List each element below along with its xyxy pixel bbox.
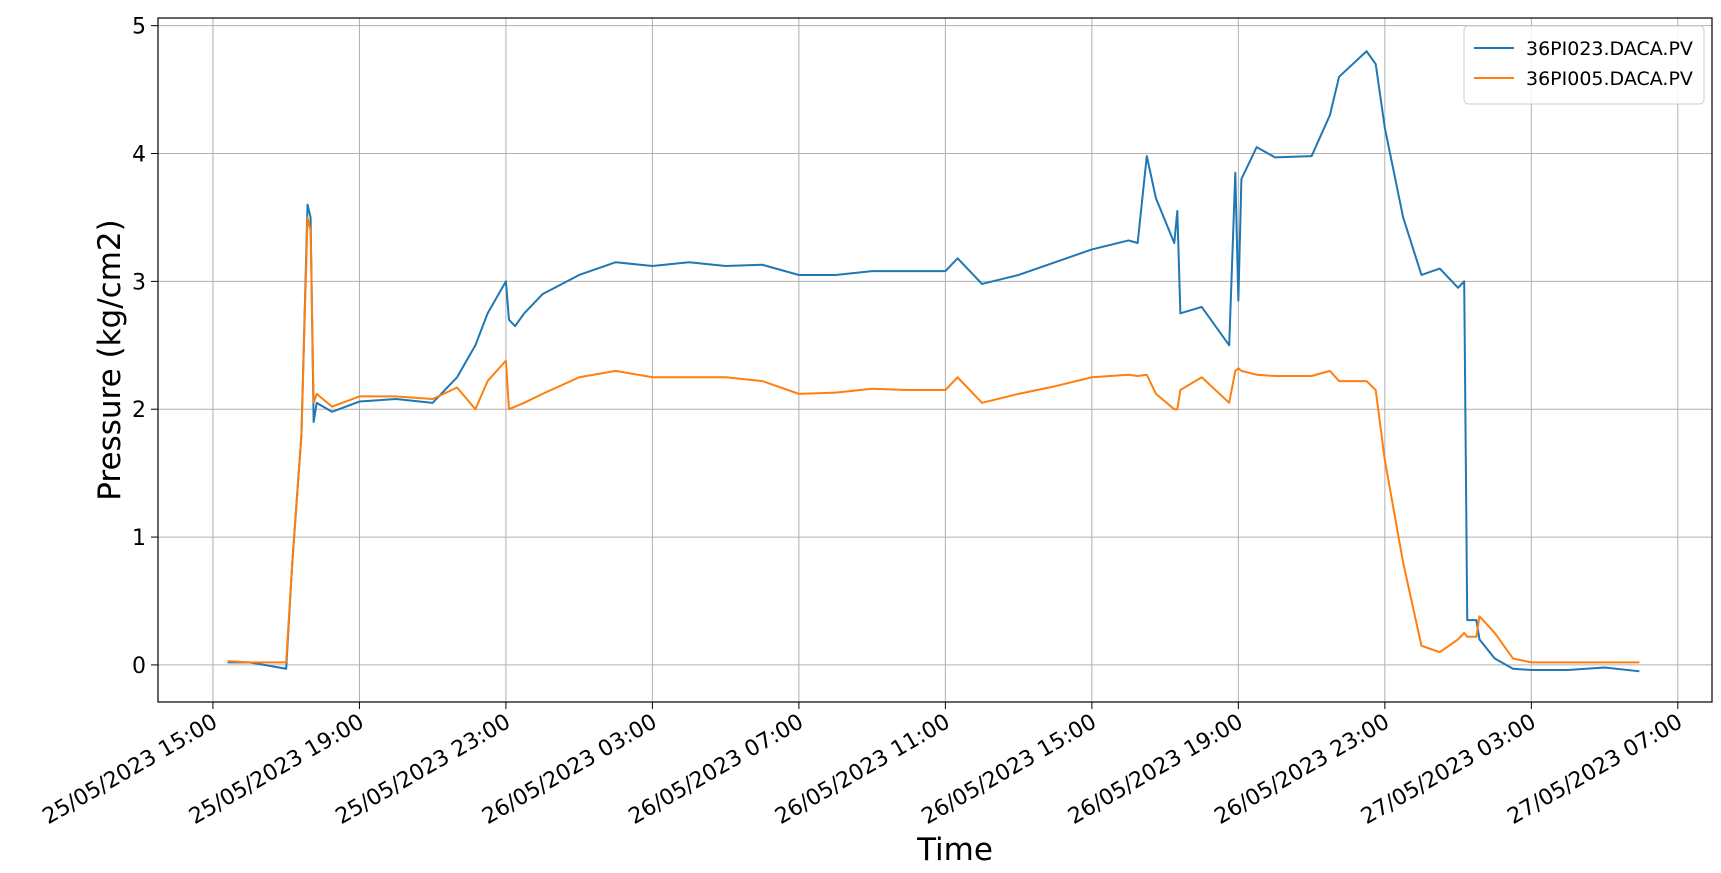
plot-frame bbox=[157, 17, 1713, 703]
y-tick-label: 3 bbox=[132, 270, 146, 295]
line-series bbox=[227, 216, 1640, 664]
line-series bbox=[227, 50, 1640, 673]
y-tick-label: 0 bbox=[132, 654, 146, 679]
y-axis-label: Pressure (kg/cm2) bbox=[92, 219, 128, 500]
y-tick-label: 5 bbox=[132, 15, 146, 40]
x-axis-label: Time bbox=[916, 832, 993, 868]
legend-label: 36PI005.DACA.PV bbox=[1526, 68, 1693, 90]
y-tick-label: 2 bbox=[132, 398, 146, 423]
y-tick-label: 1 bbox=[132, 526, 146, 551]
legend-label: 36PI023.DACA.PV bbox=[1526, 38, 1693, 60]
legend-box bbox=[1463, 25, 1705, 105]
y-tick-label: 4 bbox=[132, 143, 146, 168]
